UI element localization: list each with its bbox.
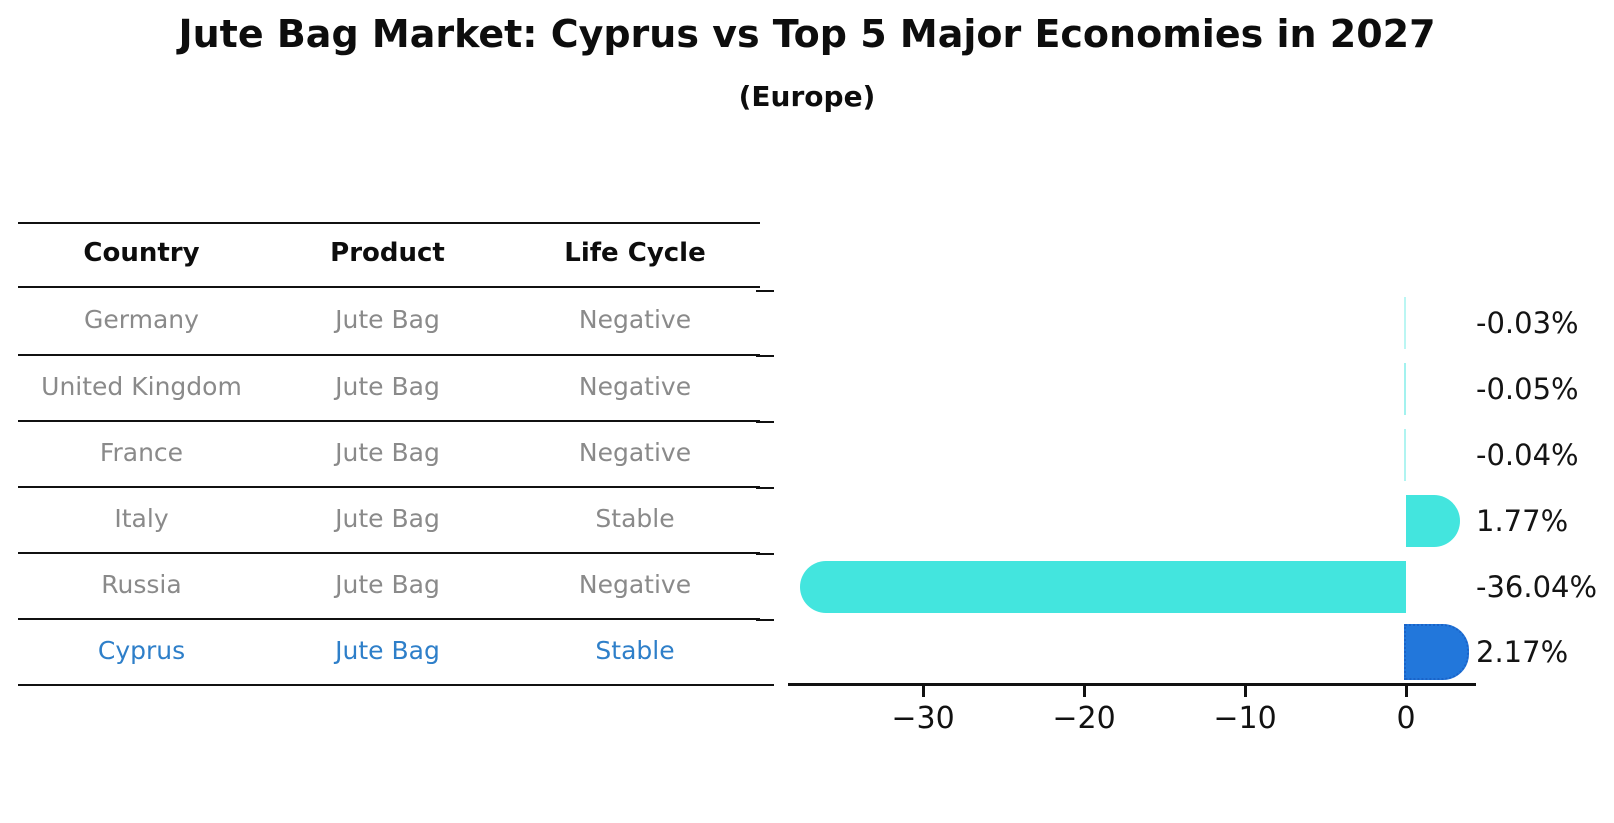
column-header-life-cycle: Life Cycle	[564, 238, 706, 268]
table-rule	[18, 618, 760, 620]
bar-italy	[1406, 494, 1461, 547]
life-cycle-cell-france: Negative	[578, 438, 692, 467]
life-cycle-cell-united-kingdom: Negative	[578, 372, 692, 401]
y-axis-tick	[756, 421, 774, 424]
x-axis-tick	[1244, 686, 1247, 697]
table-rule	[18, 486, 760, 488]
bar-germany	[1404, 297, 1406, 350]
column-header-product: Product	[330, 238, 445, 268]
life-cycle-cell-italy: Stable	[595, 504, 675, 533]
chart-title: Jute Bag Market: Cyprus vs Top 5 Major E…	[178, 12, 1436, 56]
y-axis-tick	[756, 618, 774, 621]
table-rule	[18, 684, 760, 686]
x-axis-tick	[922, 686, 925, 697]
y-axis-tick	[756, 486, 774, 489]
x-axis-tick	[1083, 686, 1086, 697]
table-rule	[18, 552, 760, 554]
y-axis-tick	[756, 289, 774, 292]
life-cycle-cell-germany: Negative	[578, 305, 692, 334]
product-cell-cyprus: Jute Bag	[335, 636, 440, 665]
column-header-country: Country	[83, 238, 200, 268]
product-cell-germany: Jute Bag	[335, 305, 440, 334]
bar-value-label-united-kingdom: -0.05%	[1476, 372, 1579, 407]
chart-subtitle: (Europe)	[738, 80, 876, 113]
product-cell-russia: Jute Bag	[335, 570, 440, 599]
table-rule	[18, 222, 760, 224]
x-tick-label--30: −30	[891, 701, 955, 736]
x-axis-tick	[1405, 686, 1408, 697]
bar-value-label-russia: -36.04%	[1476, 569, 1598, 604]
country-cell-cyprus: Cyprus	[97, 636, 186, 665]
country-cell-france: France	[99, 438, 184, 467]
bar-france	[1404, 429, 1406, 481]
product-cell-france: Jute Bag	[335, 438, 440, 467]
country-cell-united-kingdom: United Kingdom	[41, 372, 242, 401]
table-rule	[18, 286, 760, 288]
product-cell-italy: Jute Bag	[335, 504, 440, 533]
x-tick-label--10: −10	[1213, 701, 1277, 736]
y-axis-tick	[756, 552, 774, 555]
bar-russia	[799, 560, 1406, 613]
y-axis-tick	[756, 355, 774, 358]
life-cycle-cell-cyprus: Stable	[595, 636, 675, 665]
bar-value-label-italy: 1.77%	[1476, 503, 1569, 538]
x-tick-label--20: −20	[1052, 701, 1116, 736]
bar-value-label-germany: -0.03%	[1476, 306, 1579, 341]
bar-value-label-cyprus: 2.17%	[1476, 635, 1569, 670]
country-cell-italy: Italy	[114, 504, 169, 533]
table-rule	[18, 420, 760, 422]
bar-cyprus	[1404, 624, 1469, 681]
y-axis-tick	[756, 684, 774, 687]
bar-united-kingdom	[1404, 363, 1406, 416]
country-cell-russia: Russia	[101, 570, 182, 599]
product-cell-united-kingdom: Jute Bag	[335, 372, 440, 401]
x-axis-line	[788, 683, 1476, 686]
life-cycle-cell-russia: Negative	[578, 570, 692, 599]
country-cell-germany: Germany	[84, 305, 199, 334]
x-tick-label-0: 0	[1396, 701, 1416, 736]
table-rule	[18, 354, 760, 356]
bar-value-label-france: -0.04%	[1476, 438, 1579, 472]
